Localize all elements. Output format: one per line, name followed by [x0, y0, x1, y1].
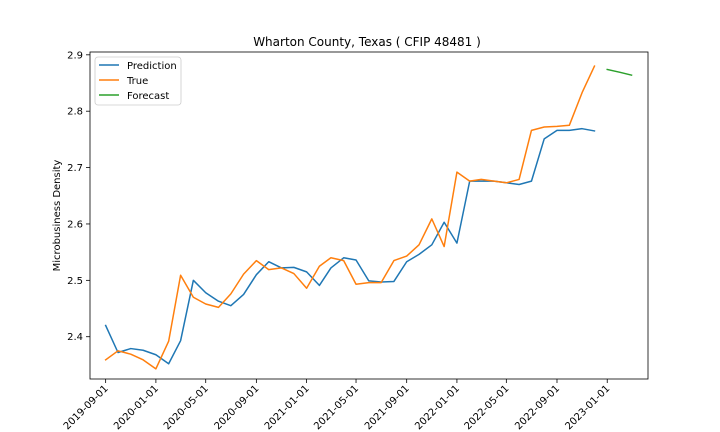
legend-label-forecast: Forecast	[127, 91, 169, 102]
y-axis-label: Microbusiness Density	[52, 160, 63, 272]
y-tick-label: 2.8	[67, 107, 83, 118]
y-axis: 2.4 2.5 2.6 2.7 2.8 2.9	[67, 50, 90, 343]
y-tick-label: 2.9	[67, 50, 83, 61]
series-line-forecast	[606, 68, 633, 77]
legend-label-prediction: Prediction	[127, 61, 177, 72]
legend: Prediction True Forecast	[94, 56, 182, 106]
legend-label-true: True	[126, 76, 148, 87]
series-line-true	[104, 65, 596, 370]
legend-entry-prediction: Prediction	[99, 61, 177, 72]
legend-entry-forecast: Forecast	[99, 91, 169, 102]
legend-entry-true: True	[99, 76, 148, 87]
chart-title: Wharton County, Texas ( CFIP 48481 )	[253, 35, 481, 49]
y-tick-label: 2.6	[67, 219, 83, 230]
series-layer	[104, 65, 633, 370]
y-tick-label: 2.5	[67, 276, 83, 287]
legend-box	[94, 56, 182, 106]
y-tick-label: 2.7	[67, 163, 83, 174]
series-line-prediction	[104, 127, 596, 365]
y-tick-label: 2.4	[67, 332, 83, 343]
plot-frame	[89, 51, 649, 380]
